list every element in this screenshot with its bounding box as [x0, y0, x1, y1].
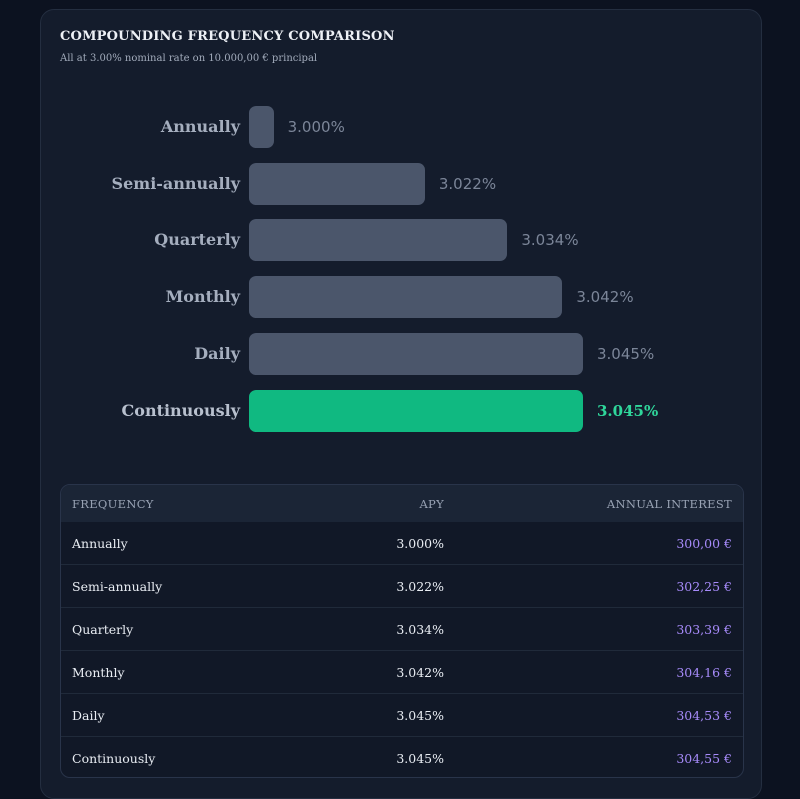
- cell-frequency: Quarterly: [61, 607, 293, 651]
- header-frequency: FREQUENCY: [72, 496, 154, 511]
- bar-value-label: 3.034%: [521, 231, 579, 250]
- table-row: Semi-annually 3.022% 302,25 €: [61, 564, 743, 608]
- table-row: Continuously 3.045% 304,55 €: [61, 736, 743, 777]
- bar-category-label: Semi-annually: [111, 173, 240, 193]
- cell-frequency: Daily: [61, 693, 293, 737]
- table-header-row: FREQUENCY APY ANNUAL INTEREST: [61, 485, 743, 522]
- cell-annual-interest: 302,25 €: [455, 564, 743, 608]
- chart-title: COMPOUNDING FREQUENCY COMPARISON: [60, 29, 395, 44]
- bar-quarterly: [249, 219, 508, 262]
- header-apy: APY: [419, 496, 444, 511]
- cell-frequency: Annually: [72, 535, 128, 551]
- cell-frequency: Semi-annually: [61, 564, 293, 608]
- cell-apy: 3.042%: [293, 650, 455, 694]
- cell-apy: 3.045%: [293, 736, 455, 777]
- bar-value-label: 3.042%: [576, 288, 634, 307]
- table-row: Quarterly 3.034% 303,39 €: [61, 607, 743, 651]
- comparison-panel: COMPOUNDING FREQUENCY COMPARISON All at …: [40, 9, 762, 799]
- cell-annual-interest: 300,00 €: [676, 535, 732, 551]
- cell-frequency: Monthly: [61, 650, 293, 694]
- cell-annual-interest: 304,16 €: [455, 650, 743, 694]
- bar-continuously: [249, 389, 583, 432]
- table-row: Daily 3.045% 304,53 €: [61, 693, 743, 737]
- chart-subtitle: All at 3.00% nominal rate on 10.000,00 €…: [60, 53, 318, 64]
- frequency-table: FREQUENCY APY ANNUAL INTEREST Annually 3…: [60, 484, 744, 778]
- cell-apy: 3.045%: [293, 693, 455, 737]
- cell-apy: 3.000%: [396, 535, 444, 551]
- bar-category-label: Daily: [194, 343, 240, 363]
- cell-apy: 3.022%: [293, 564, 455, 608]
- cell-apy: 3.034%: [293, 607, 455, 651]
- bar-category-label: Monthly: [165, 287, 240, 307]
- cell-frequency: Continuously: [61, 736, 293, 777]
- cell-annual-interest: 304,53 €: [455, 693, 743, 737]
- table-row: Monthly 3.042% 304,16 €: [61, 650, 743, 694]
- bar-category-label: Quarterly: [154, 230, 240, 250]
- header-annual-interest: ANNUAL INTEREST: [606, 496, 732, 511]
- bar-daily: [249, 332, 583, 375]
- bar-category-label: Annually: [160, 117, 240, 136]
- bar-value-label: 3.045%: [597, 401, 659, 420]
- bar-value-label: 3.022%: [438, 174, 497, 193]
- bar-monthly: [249, 276, 563, 319]
- bar-category-label: Continuously: [121, 400, 240, 420]
- cell-annual-interest: 303,39 €: [455, 607, 743, 651]
- bar-value-label: 3.000%: [287, 118, 345, 136]
- bar-value-label: 3.045%: [597, 344, 655, 363]
- bar-semi-annually: [249, 162, 425, 205]
- cell-annual-interest: 304,55 €: [455, 736, 743, 777]
- table-row: Annually 3.000% 300,00 €: [61, 522, 743, 565]
- bar-annually: [249, 106, 274, 148]
- apy-bar-chart: Annually 3.000% Semi-annually 3.022% Quarter…: [41, 10, 763, 470]
